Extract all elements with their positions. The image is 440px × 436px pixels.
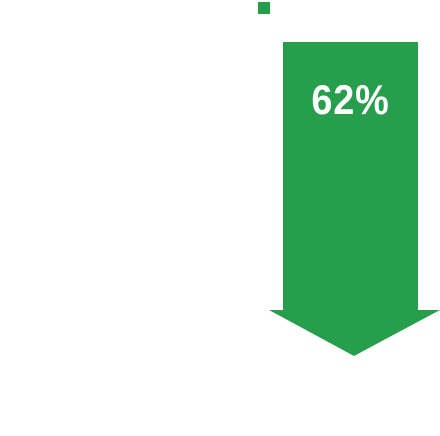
- square-marker-icon: [258, 2, 270, 14]
- percentage-value: 62%: [311, 76, 390, 123]
- down-arrow-icon: [269, 42, 440, 356]
